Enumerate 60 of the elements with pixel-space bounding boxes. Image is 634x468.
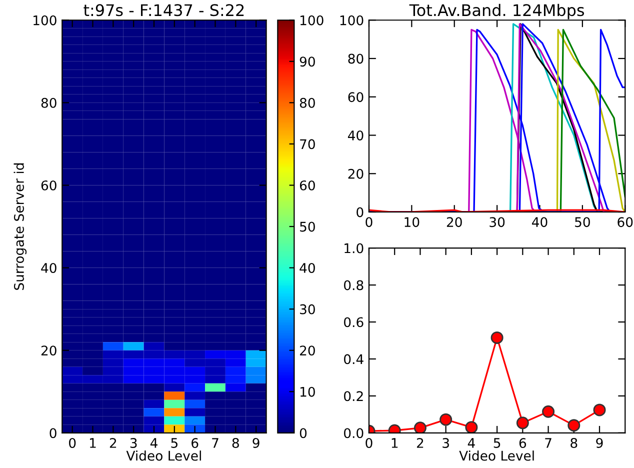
x-tick-label: 1 (90, 438, 96, 448)
x-tick-label: 4 (468, 438, 475, 448)
x-tick-label: 8 (232, 438, 239, 448)
color-bar-label: 20 (300, 346, 315, 356)
y-tick-label: 60 (41, 180, 56, 190)
y-tick-label: 0.8 (344, 280, 364, 290)
x-tick-label: 6 (192, 438, 198, 448)
color-bar-label: 60 (300, 180, 315, 190)
color-bar-label: 90 (300, 56, 315, 67)
y-tick-label: 60 (348, 92, 364, 102)
y-tick-label: 0.6 (344, 317, 364, 328)
x-tick-label: 0 (69, 438, 76, 448)
x-tick-label: 5 (171, 438, 178, 448)
x-tick-label: 8 (570, 438, 578, 448)
color-bar-label: 80 (300, 98, 315, 108)
y-tick-label: 0 (356, 207, 364, 218)
x-tick-label: 10 (404, 217, 420, 228)
x-tick-label: 1 (392, 438, 398, 448)
x-tick-label: 9 (596, 438, 603, 448)
chart-title: Tot.Av.Band. 124Mbps (409, 4, 584, 20)
x-tick-label: 50 (575, 217, 590, 228)
y-tick-label: 20 (348, 168, 364, 179)
y-axis-title: Surrogate Server id (14, 163, 27, 290)
y-tick-label: 80 (41, 98, 56, 108)
color-bar-label: 0 (300, 428, 307, 438)
x-tick-label: 6 (519, 438, 526, 448)
x-tick-label: 60 (618, 217, 633, 228)
y-tick-label: 40 (348, 130, 364, 140)
color-bar-label: 10 (300, 386, 315, 397)
x-axis-title: Video Level (459, 450, 534, 461)
x-tick-label: 3 (130, 438, 137, 448)
y-tick-label: 0.2 (344, 391, 363, 402)
y-tick-label: 20 (41, 346, 56, 356)
color-bar-label: 40 (300, 263, 315, 273)
color-bar-label: 70 (300, 139, 315, 150)
x-tick-label: 2 (110, 438, 116, 448)
color-bar-label: 100 (300, 15, 324, 26)
x-tick-label: 40 (532, 217, 548, 228)
y-tick-label: 100 (340, 15, 364, 26)
x-tick-label: 9 (252, 438, 260, 448)
y-tick-label: 0 (50, 428, 56, 438)
x-tick-label: 3 (442, 438, 449, 448)
chart-title: t:97s - F:1437 - S:22 (84, 4, 244, 16)
x-tick-label: 0 (366, 217, 372, 228)
y-tick-label: 0.0 (344, 428, 364, 438)
y-tick-label: 100 (34, 15, 56, 26)
x-tick-label: 7 (545, 438, 552, 448)
y-tick-label: 80 (348, 54, 364, 64)
y-tick-label: 40 (41, 263, 56, 273)
x-tick-label: 30 (490, 217, 505, 228)
x-tick-label: 4 (150, 438, 158, 448)
color-bar-label: 30 (300, 304, 315, 314)
x-axis-title: Video Level (126, 450, 201, 461)
x-tick-label: 7 (212, 438, 218, 448)
x-tick-label: 5 (494, 438, 500, 448)
x-tick-label: 0 (366, 438, 372, 448)
y-tick-label: 1.0 (344, 243, 364, 254)
x-tick-label: 20 (446, 217, 462, 228)
x-tick-label: 2 (416, 438, 424, 448)
y-tick-label: 0.4 (344, 354, 364, 364)
